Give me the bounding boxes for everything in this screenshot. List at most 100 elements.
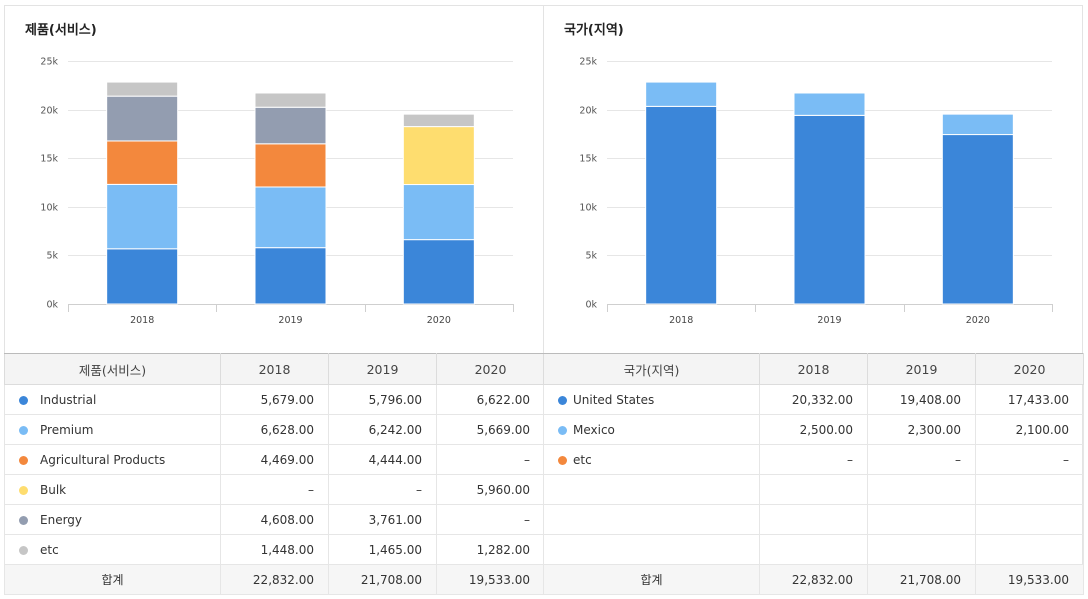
y-tick-label: 0k [46, 300, 58, 311]
row-label: United States [573, 392, 655, 407]
bar-segment [254, 186, 327, 249]
row-label: Agricultural Products [40, 452, 166, 467]
legend-dot-icon [19, 395, 28, 405]
cell-value: 4,469.00 [220, 444, 329, 475]
bar-segment [106, 140, 179, 185]
cell-value: – [436, 504, 545, 535]
cell-value: – [867, 444, 976, 475]
y-tick-label: 15k [579, 154, 597, 165]
y-tick-label: 5k [46, 251, 58, 262]
header-name: 국가(지역) [543, 353, 760, 385]
region-chart: 0k 5k 10k 15k 20k 25k 2018 2019 2020 [579, 57, 1053, 326]
legend-dot-icon [558, 395, 567, 405]
bar-segment [645, 81, 718, 107]
cell-value: 3,761.00 [328, 504, 437, 535]
legend-dot-icon [19, 455, 28, 465]
table-row: Agricultural Products 4,469.00 4,444.00 … [4, 444, 545, 475]
y-tick-label: 25k [40, 57, 58, 68]
cell-value: 4,608.00 [220, 504, 329, 535]
region-panel: 국가(지역) 0k 5k 10k 15k 20k 25k 2018 2019 2020 국가(지… [543, 5, 1084, 595]
product-chart: 0k 5k 10k 15k 20k 25k 2018 2019 2020 [40, 57, 514, 326]
row-label: etc [573, 452, 592, 467]
legend-dot-icon [558, 455, 567, 465]
cell-value: – [436, 444, 545, 475]
bar-segment [793, 92, 866, 116]
region-chart-title: 국가(지역) [564, 23, 624, 38]
cell-value: 1,282.00 [436, 534, 545, 565]
header-year: 2019 [328, 353, 437, 385]
y-tick-label: 15k [40, 154, 58, 165]
cell-value: 19,408.00 [867, 384, 976, 415]
cell-value: 1,465.00 [328, 534, 437, 565]
bar-segment [254, 247, 327, 305]
cell-value: 2,100.00 [975, 414, 1084, 445]
total-value: 22,832.00 [220, 564, 329, 595]
cell-value: – [975, 444, 1084, 475]
table-row: etc 1,448.00 1,465.00 1,282.00 [4, 534, 545, 565]
cell-value: 2,500.00 [759, 414, 868, 445]
x-tick-label: 2020 [966, 315, 990, 326]
table-row: Mexico 2,500.00 2,300.00 2,100.00 [543, 414, 1084, 445]
product-table: 제품(서비스) 2018 2019 2020 Industrial 5,679.… [4, 353, 545, 595]
cell-value: 20,332.00 [759, 384, 868, 415]
bar-segment [941, 113, 1014, 136]
total-row: 합계 22,832.00 21,708.00 19,533.00 [543, 564, 1084, 595]
legend-dot-icon [19, 425, 28, 435]
total-value: 21,708.00 [867, 564, 976, 595]
table-row: United States 20,332.00 19,408.00 17,433… [543, 384, 1084, 415]
header-year: 2018 [220, 353, 329, 385]
cell-value: – [328, 474, 437, 505]
legend-dot-icon [19, 515, 28, 525]
header-year: 2020 [436, 353, 545, 385]
total-value: 22,832.00 [759, 564, 868, 595]
header-year: 2019 [867, 353, 976, 385]
total-value: 19,533.00 [436, 564, 545, 595]
y-tick-label: 0k [585, 300, 597, 311]
legend-dot-icon [19, 545, 28, 555]
total-label: 합계 [543, 564, 760, 595]
bar-segment [254, 106, 327, 145]
cell-value: 17,433.00 [975, 384, 1084, 415]
y-tick-label: 20k [579, 106, 597, 117]
total-row: 합계 22,832.00 21,708.00 19,533.00 [4, 564, 545, 595]
bar-segment [402, 184, 475, 241]
cell-value: 5,679.00 [220, 384, 329, 415]
table-row: etc – – – [543, 444, 1084, 475]
y-tick-label: 10k [40, 203, 58, 214]
row-label: Industrial [40, 392, 97, 407]
y-tick-label: 20k [40, 106, 58, 117]
cell-value: 1,448.00 [220, 534, 329, 565]
row-label: etc [40, 542, 59, 557]
table-row: Bulk – – 5,960.00 [4, 474, 545, 505]
cell-value: 6,628.00 [220, 414, 329, 445]
row-label: Energy [40, 512, 83, 527]
table-header-row: 제품(서비스) 2018 2019 2020 [4, 353, 545, 385]
table-row: Premium 6,628.00 6,242.00 5,669.00 [4, 414, 545, 445]
x-tick-label: 2019 [278, 315, 302, 326]
x-tick-label: 2018 [130, 315, 154, 326]
table-row [543, 504, 1084, 535]
y-tick-label: 25k [579, 57, 597, 68]
total-value: 21,708.00 [328, 564, 437, 595]
row-label: Premium [40, 422, 94, 437]
table-row: Industrial 5,679.00 5,796.00 6,622.00 [4, 384, 545, 415]
cell-value: 4,444.00 [328, 444, 437, 475]
bar-segment [793, 114, 866, 305]
table-row [543, 534, 1084, 565]
cell-value: 5,669.00 [436, 414, 545, 445]
x-tick-label: 2019 [817, 315, 841, 326]
bar-segment [645, 105, 718, 305]
y-tick-label: 5k [585, 251, 597, 262]
bar-segment [402, 113, 475, 128]
header-name: 제품(서비스) [4, 353, 221, 385]
bar-segment [402, 239, 475, 305]
product-chart-title: 제품(서비스) [25, 23, 97, 38]
bar-segment [941, 134, 1014, 305]
table-row: Energy 4,608.00 3,761.00 – [4, 504, 545, 535]
cell-value: 2,300.00 [867, 414, 976, 445]
region-table: 국가(지역) 2018 2019 2020 United States 20,3… [543, 353, 1084, 595]
legend-dot-icon [558, 425, 567, 435]
legend-dot-icon [19, 485, 28, 495]
product-panel: 제품(서비스) 0k 5k 10k 15k 20k 25k 2018 2019 2020 제품(… [4, 5, 545, 595]
x-tick-label: 2018 [669, 315, 693, 326]
